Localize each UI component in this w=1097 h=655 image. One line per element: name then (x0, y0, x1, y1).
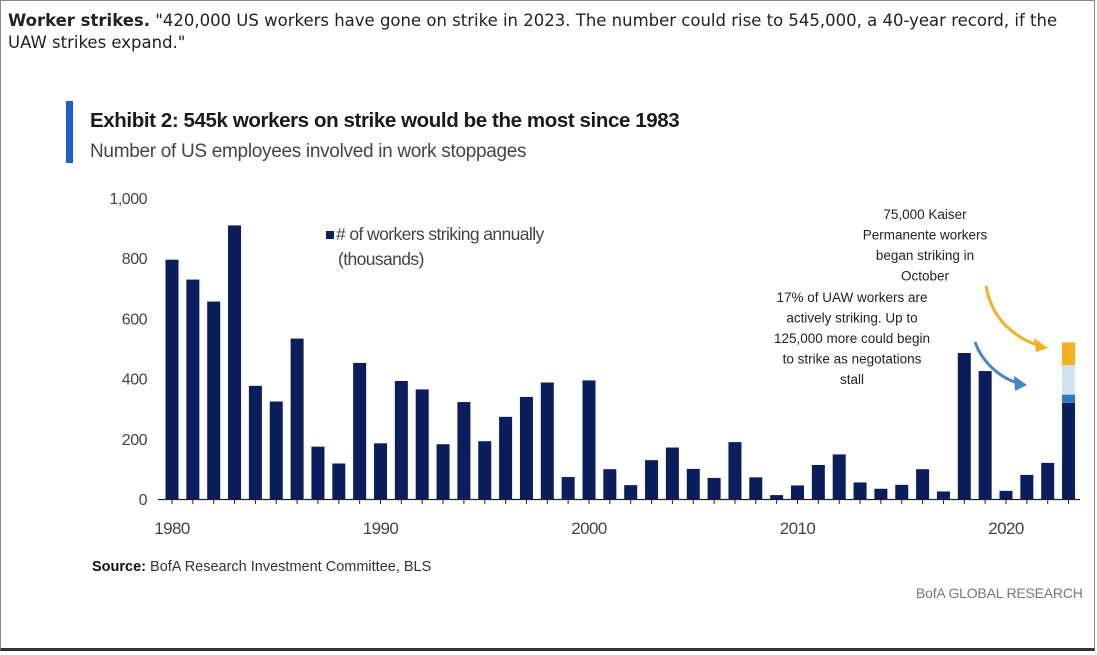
x-tick-label: 1990 (363, 519, 399, 538)
bar-1998 (540, 382, 554, 499)
y-tick-label: 600 (122, 311, 148, 328)
bar-2000 (582, 380, 596, 499)
bar-1987 (311, 446, 325, 499)
bar-2004 (665, 447, 679, 499)
legend-label: # of workers striking annually (336, 224, 545, 244)
bar-2007 (728, 442, 742, 499)
bar-2009 (770, 495, 784, 499)
bar-2001 (603, 469, 617, 499)
x-tick-label: 2010 (780, 519, 816, 538)
bar-2006 (707, 477, 721, 499)
bar-2018 (957, 353, 971, 499)
x-tick-label: 1980 (154, 519, 190, 538)
bar-1986 (290, 338, 304, 499)
bar-2023 (1062, 402, 1076, 499)
bar-2010 (791, 485, 804, 499)
bar-2021 (1020, 474, 1034, 499)
bar-1983 (228, 225, 242, 500)
bar-1984 (248, 385, 262, 499)
kaiser-arrow (984, 285, 1041, 348)
annotation-uaw-line: to strike as negotations (783, 352, 922, 367)
source-label: Source: (92, 559, 146, 575)
source-text: BofA Research Investment Committee, BLS (146, 559, 432, 575)
x-tick-label: 2020 (988, 519, 1024, 538)
bar-1989 (353, 362, 367, 499)
bar-1985 (269, 401, 283, 499)
bar-1995 (478, 441, 492, 499)
annotation-uaw-line: actively striking. Up to (786, 311, 917, 326)
bar-1988 (332, 463, 346, 499)
bar-2011 (811, 464, 825, 499)
bar-2014 (874, 488, 888, 499)
y-tick-label: 200 (122, 432, 148, 449)
annotation-kaiser-line: began striking in (876, 248, 974, 263)
uaw-arrow (973, 341, 1019, 385)
annotation-kaiser-line: October (901, 269, 950, 284)
brand-label: BofA GLOBAL RESEARCH (916, 585, 1083, 601)
title-accent-bar (66, 101, 73, 163)
x-tick-label: 2000 (571, 519, 607, 538)
annotation-kaiser-line: 75,000 Kaiser (883, 207, 967, 222)
uaw-arrowhead (1014, 376, 1027, 391)
stack-2023-uaw-edge (1062, 394, 1076, 403)
bar-2008 (749, 477, 763, 499)
annotation-uaw-line: 125,000 more could begin (774, 331, 930, 346)
legend-unit: (thousands) (338, 249, 424, 269)
kaiser-arrowhead (1034, 338, 1048, 352)
bar-2016 (916, 469, 930, 499)
caption-text: "420,000 US workers have gone on strike … (8, 11, 1058, 52)
bar-2019 (978, 371, 992, 499)
bar-2005 (686, 468, 700, 499)
y-tick-label: 800 (122, 251, 148, 268)
bar-1990 (374, 443, 387, 499)
bar-2003 (645, 460, 659, 499)
bar-1991 (394, 381, 408, 499)
bar-2017 (936, 491, 950, 499)
bar-2002 (624, 485, 638, 499)
bar-1981 (186, 279, 200, 499)
source-note: Source: BofA Research Investment Committ… (92, 559, 431, 575)
bar-2022 (1041, 462, 1055, 499)
bar-1994 (457, 402, 471, 499)
bar-1980 (165, 259, 179, 499)
stack-2023-kaiser (1062, 342, 1076, 366)
bar-2020 (999, 490, 1013, 499)
bar-2013 (853, 482, 867, 499)
y-tick-label: 0 (139, 492, 148, 509)
bar-1999 (561, 477, 575, 499)
bar-1996 (499, 416, 513, 499)
stack-2023-uaw (1062, 365, 1076, 403)
bar-2015 (895, 484, 909, 499)
chart-subtitle: Number of US employees involved in work … (90, 141, 527, 162)
y-tick-label: 400 (122, 372, 148, 389)
y-tick-label: 1,000 (109, 191, 147, 208)
bar-1992 (415, 389, 429, 499)
annotation-uaw-line: stall (840, 372, 864, 387)
bar-1993 (436, 444, 450, 499)
annotation-kaiser-line: Permanente workers (863, 228, 988, 243)
caption: Worker strikes. "420,000 US workers have… (8, 10, 1094, 54)
chart-title: Exhibit 2: 545k workers on strike would … (90, 109, 680, 132)
caption-bold: Worker strikes. (8, 11, 150, 30)
bar-1982 (207, 301, 221, 499)
bar-1997 (519, 396, 533, 499)
annotation-uaw-line: 17% of UAW workers are (776, 290, 927, 305)
legend-swatch (326, 231, 334, 239)
bar-2012 (832, 454, 846, 499)
